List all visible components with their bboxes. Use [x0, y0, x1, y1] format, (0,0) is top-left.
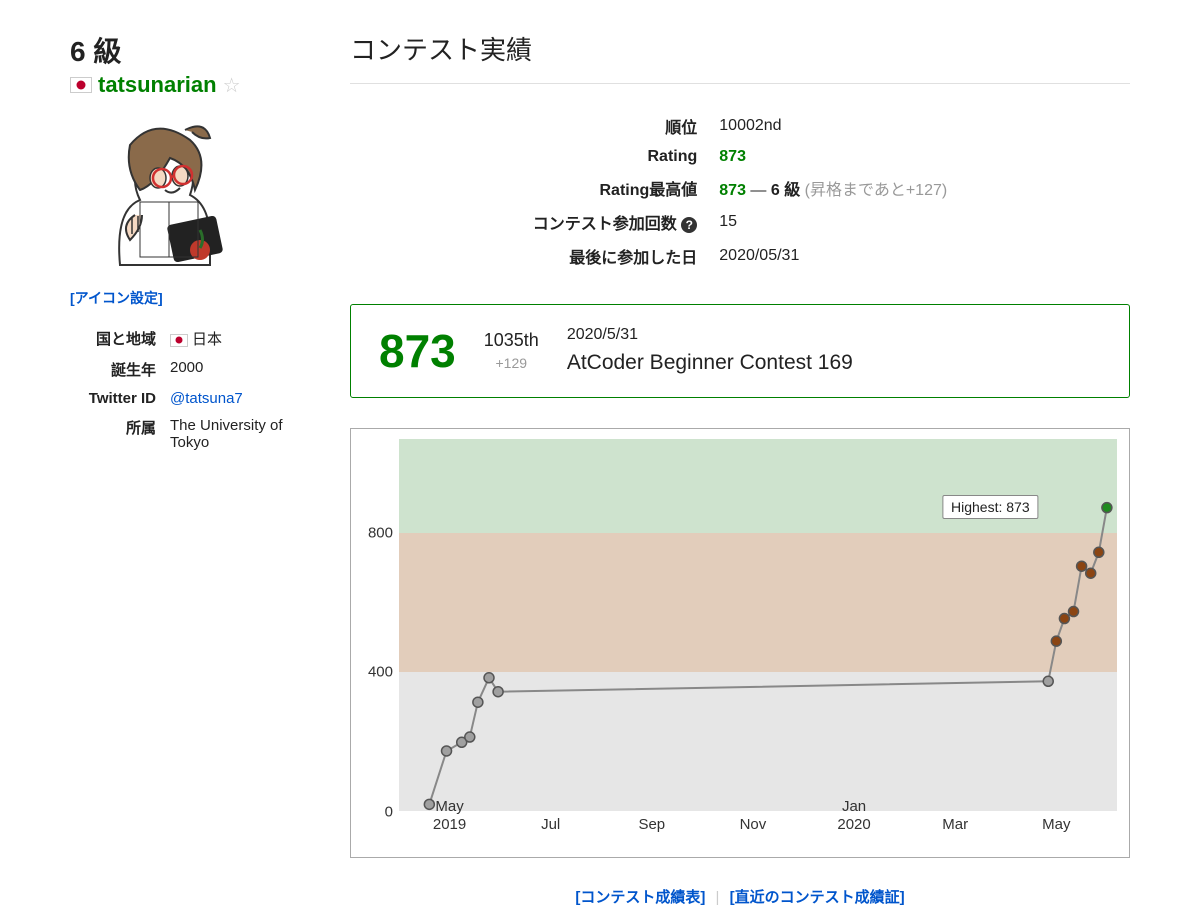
- chart-point[interactable]: [1086, 568, 1096, 578]
- latest-rank: 1035th: [484, 328, 539, 353]
- x-axis-tick: Mar: [942, 816, 968, 834]
- last-participated-value: 2020/05/31: [709, 240, 957, 272]
- affiliation-label: 所属: [72, 413, 162, 455]
- chart-point[interactable]: [473, 697, 483, 707]
- rating-chart[interactable]: 0400800May2019JulSepNovJan2020MarMayHigh…: [350, 428, 1130, 858]
- chart-point[interactable]: [1059, 613, 1069, 623]
- birth-year-label: 誕生年: [72, 355, 162, 384]
- x-axis-tick: Sep: [638, 816, 665, 834]
- affiliation-value: The University of Tokyo: [164, 413, 308, 455]
- chart-point[interactable]: [493, 686, 503, 696]
- help-icon[interactable]: ?: [681, 217, 697, 233]
- y-axis-tick: 800: [359, 524, 393, 541]
- rating-value: 873: [719, 148, 746, 165]
- x-axis-tick: Nov: [740, 816, 767, 834]
- country-flag-small-icon: [170, 334, 188, 347]
- rank-heading: 6 級: [70, 30, 310, 70]
- last-participated-label: 最後に参加した日: [523, 240, 707, 272]
- favorite-star-icon[interactable]: ☆: [223, 73, 241, 98]
- chart-point[interactable]: [1043, 676, 1053, 686]
- latest-contest-date: 2020/5/31: [567, 323, 853, 347]
- rating-label: Rating: [523, 144, 707, 170]
- birth-year-value: 2000: [164, 355, 308, 384]
- chart-point[interactable]: [1102, 502, 1112, 512]
- twitter-label: Twitter ID: [72, 386, 162, 411]
- country-label: 国と地域: [72, 324, 162, 353]
- rank-value: 10002nd: [709, 110, 957, 142]
- participations-value: 15: [709, 206, 957, 238]
- rating-max-label: Rating最高値: [523, 172, 707, 204]
- icon-settings-link[interactable]: [アイコン設定]: [70, 288, 163, 308]
- avatar: [70, 110, 240, 280]
- rating-max-value: 873 ― 6 級 (昇格まであと+127): [709, 172, 957, 204]
- username[interactable]: tatsunarian: [98, 72, 217, 98]
- chart-point[interactable]: [1051, 636, 1061, 646]
- x-axis-tick: Jul: [541, 816, 560, 834]
- stats-table: 順位 10002nd Rating 873 Rating最高値 873 ― 6 …: [521, 108, 959, 274]
- chart-point[interactable]: [1069, 606, 1079, 616]
- chart-point[interactable]: [484, 672, 494, 682]
- rank-label: 順位: [523, 110, 707, 142]
- recent-certificate-link[interactable]: [直近のコンテスト成績証]: [730, 889, 905, 906]
- page-title: コンテスト実績: [350, 30, 1130, 84]
- y-axis-tick: 0: [359, 803, 393, 820]
- link-separator: |: [716, 889, 720, 906]
- latest-contest-name[interactable]: AtCoder Beginner Contest 169: [567, 347, 853, 379]
- chart-point[interactable]: [1094, 547, 1104, 557]
- country-value: 日本: [164, 324, 308, 353]
- chart-point[interactable]: [1077, 561, 1087, 571]
- country-flag-icon: [70, 77, 92, 93]
- x-axis-tick: May: [1042, 816, 1070, 834]
- chart-point[interactable]: [424, 799, 434, 809]
- chart-point[interactable]: [465, 732, 475, 742]
- chart-point[interactable]: [442, 745, 452, 755]
- chart-tooltip: Highest: 873: [942, 495, 1039, 519]
- participations-label: コンテスト参加回数 ?: [523, 206, 707, 238]
- latest-contest-box: 873 1035th +129 2020/5/31 AtCoder Beginn…: [350, 304, 1130, 398]
- y-axis-tick: 400: [359, 664, 393, 681]
- contest-results-link[interactable]: [コンテスト成績表]: [575, 889, 705, 906]
- latest-rating: 873: [379, 324, 456, 378]
- latest-diff: +129: [484, 354, 539, 374]
- twitter-link[interactable]: @tatsuna7: [170, 390, 243, 407]
- profile-table: 国と地域 日本 誕生年 2000 Twitter ID @tatsuna7 所属…: [70, 322, 310, 457]
